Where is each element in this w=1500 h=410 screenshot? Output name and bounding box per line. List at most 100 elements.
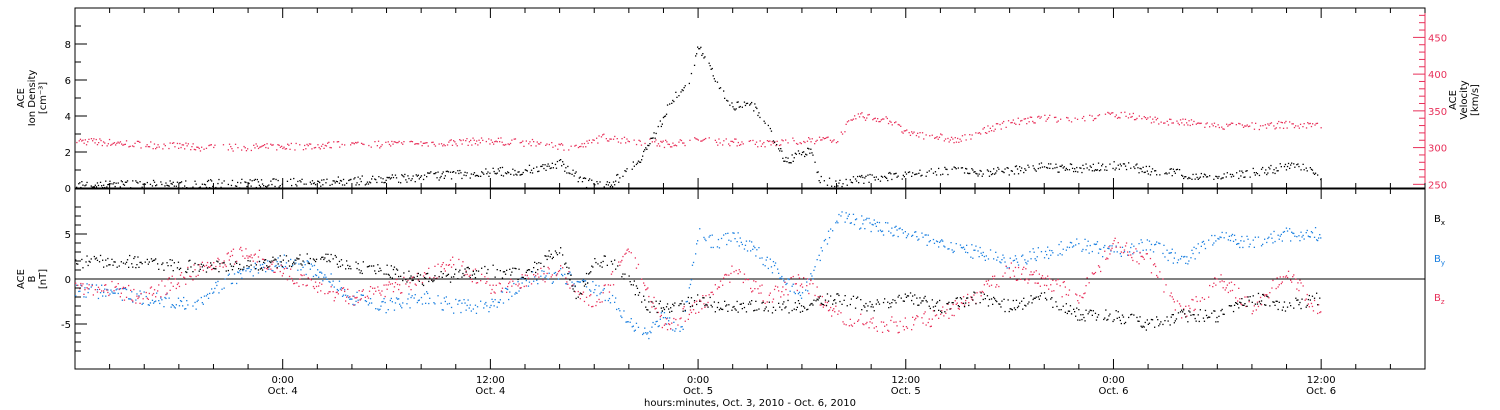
density-point <box>253 179 255 181</box>
bx-point <box>998 303 1000 305</box>
by-point <box>116 288 118 290</box>
by-point <box>981 254 983 256</box>
density-point <box>521 173 523 175</box>
bx-point <box>836 293 838 295</box>
velocity-point <box>1293 126 1296 129</box>
velocity-point <box>889 120 891 122</box>
velocity-point <box>548 143 550 146</box>
velocity-point <box>846 121 849 123</box>
bx-point <box>227 269 229 272</box>
by-point <box>726 243 728 246</box>
bz-point <box>329 291 331 293</box>
by-point <box>83 296 85 298</box>
by-point <box>1070 242 1073 244</box>
bz-point <box>258 249 261 251</box>
bx-point <box>934 305 937 307</box>
by-point <box>874 223 876 225</box>
bz-point <box>742 281 744 284</box>
density-point <box>697 46 699 48</box>
bz-point <box>344 290 346 293</box>
density-point <box>614 184 616 186</box>
bx-point <box>338 260 341 263</box>
velocity-point <box>482 139 484 141</box>
bx-point <box>571 285 573 287</box>
bz-point <box>327 292 329 295</box>
bz-point <box>328 291 330 293</box>
bx-point <box>811 302 813 305</box>
velocity-point <box>723 140 725 142</box>
bz-point <box>772 298 775 300</box>
density-label-line2: Ion Density <box>27 70 38 127</box>
bx-point <box>872 306 874 308</box>
density-point <box>1068 169 1071 171</box>
by-point <box>1217 237 1219 240</box>
bx-point <box>521 276 523 278</box>
bx-point <box>323 258 325 261</box>
by-point <box>368 302 371 304</box>
bx-point <box>705 303 707 306</box>
bx-point <box>1282 306 1284 308</box>
bz-point <box>582 291 585 293</box>
density-point <box>376 181 378 184</box>
density-point <box>1115 167 1117 169</box>
velocity-point <box>1229 123 1231 126</box>
bz-point <box>1110 249 1112 251</box>
velocity-point <box>827 136 829 138</box>
by-point <box>285 262 288 264</box>
bz-point <box>759 285 761 287</box>
by-point <box>480 300 482 302</box>
by-point <box>1169 252 1171 254</box>
density-point <box>1164 173 1166 175</box>
bz-point <box>315 285 318 288</box>
density-point <box>86 181 88 184</box>
bx-point <box>459 269 461 271</box>
bx-point <box>151 260 154 262</box>
velocity-point <box>381 144 383 146</box>
bx-point <box>892 299 894 301</box>
density-point <box>1035 170 1037 172</box>
by-point <box>749 240 751 242</box>
velocity-point <box>490 139 492 141</box>
bz-point <box>1094 271 1097 274</box>
by-point <box>302 266 304 268</box>
density-point <box>152 179 155 182</box>
bz-point <box>448 264 451 266</box>
bz-point <box>198 264 200 266</box>
b-label-line3: [nT] <box>38 269 49 289</box>
bz-point <box>205 264 208 267</box>
bx-point <box>138 266 140 268</box>
velocity-point <box>908 132 910 134</box>
velocity-point <box>87 141 89 143</box>
density-point <box>869 173 871 176</box>
bx-point <box>720 308 723 310</box>
by-point <box>1230 235 1233 237</box>
bz-point <box>1029 274 1031 276</box>
bx-point <box>299 254 301 256</box>
bx-point <box>197 264 199 266</box>
density-point <box>643 150 645 153</box>
velocity-point <box>100 139 102 142</box>
velocity-point <box>770 144 772 146</box>
bx-point <box>960 298 963 300</box>
by-point <box>1204 247 1207 250</box>
by-point <box>660 312 662 314</box>
velocity-point <box>774 141 776 143</box>
density-point <box>313 182 316 184</box>
bz-point <box>449 259 452 261</box>
by-point <box>1252 239 1254 241</box>
bz-point <box>1085 285 1087 287</box>
by-point <box>314 274 317 276</box>
bz-point <box>923 313 925 315</box>
bx-point <box>270 261 272 264</box>
by-point <box>1279 235 1281 237</box>
bz-point <box>201 261 203 263</box>
bz-point <box>1194 308 1196 310</box>
density-point <box>215 186 217 189</box>
by-point <box>1290 240 1292 242</box>
velocity-point <box>85 144 88 146</box>
bx-point <box>1081 318 1083 321</box>
by-point <box>745 240 748 242</box>
by-point <box>1069 241 1072 244</box>
bx-point <box>731 309 733 311</box>
by-point <box>474 304 477 306</box>
